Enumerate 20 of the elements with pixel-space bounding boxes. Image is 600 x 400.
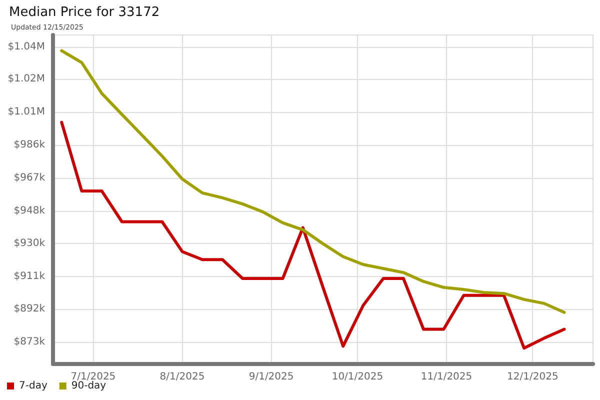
y-tick-label: $911k xyxy=(14,270,46,282)
y-tick-label: $986k xyxy=(14,140,46,151)
x-tick-label: 8/1/2025 xyxy=(160,372,205,382)
line-series xyxy=(60,120,566,350)
x-tick-label: 10/1/2025 xyxy=(332,372,384,382)
legend-label: 90-day xyxy=(71,380,106,392)
legend-label: 7-day xyxy=(19,380,48,392)
x-tick-label: 12/1/2025 xyxy=(507,372,558,382)
x-tick-label: 9/1/2025 xyxy=(248,372,294,382)
x-tick-label: 11/1/2025 xyxy=(420,372,472,382)
y-tick-label: $1.04M xyxy=(8,41,45,52)
line-series xyxy=(60,49,566,314)
y-tick-label: $930k xyxy=(14,238,46,250)
y-tick-label: $1.01M xyxy=(8,106,45,118)
y-tick-label: $873k xyxy=(14,336,46,348)
y-tick-label: $967k xyxy=(14,172,46,184)
y-tick-label: $892k xyxy=(14,304,46,315)
y-tick-label: $1.02M xyxy=(8,73,45,84)
y-tick-label: $948k xyxy=(14,205,46,216)
chart-title: Median Price for 33172 xyxy=(9,5,160,20)
